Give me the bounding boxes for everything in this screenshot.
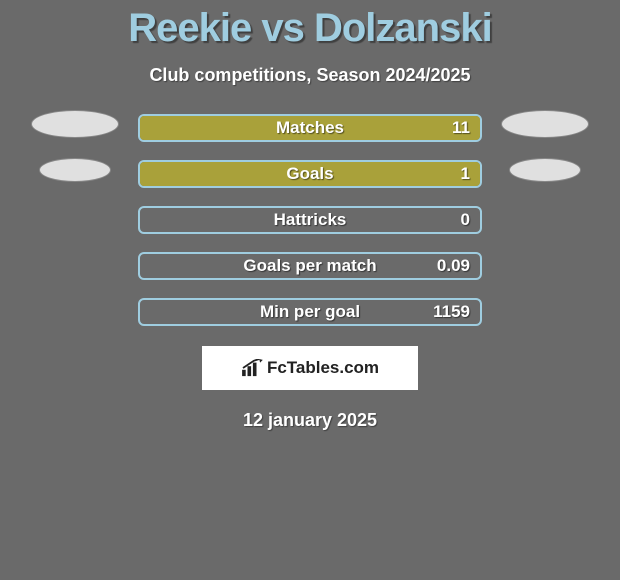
comparison-row: Matches 11 Goals 1 Hattricks 0 Goals per… <box>0 114 620 326</box>
page-title: Reekie vs Dolzanski <box>128 6 491 51</box>
date-text: 12 january 2025 <box>243 410 377 431</box>
chart-icon <box>241 359 263 377</box>
logo[interactable]: FcTables.com <box>202 346 418 390</box>
stat-bar-matches: Matches 11 <box>138 114 482 142</box>
stat-bar-min-per-goal: Min per goal 1159 <box>138 298 482 326</box>
bar-value: 0 <box>461 210 470 230</box>
left-avatars <box>30 110 120 182</box>
stat-bars: Matches 11 Goals 1 Hattricks 0 Goals per… <box>138 114 482 326</box>
avatar-placeholder <box>509 158 581 182</box>
bar-label: Goals per match <box>140 256 480 276</box>
bar-label: Min per goal <box>140 302 480 322</box>
right-avatars <box>500 110 590 182</box>
bar-value: 0.09 <box>437 256 470 276</box>
bar-fill <box>140 116 480 140</box>
logo-text: FcTables.com <box>267 358 379 378</box>
stat-bar-goals-per-match: Goals per match 0.09 <box>138 252 482 280</box>
avatar-placeholder <box>39 158 111 182</box>
bar-fill <box>140 162 480 186</box>
bar-value: 1159 <box>433 302 470 322</box>
avatar-placeholder <box>31 110 119 138</box>
stat-bar-goals: Goals 1 <box>138 160 482 188</box>
avatar-placeholder <box>501 110 589 138</box>
subtitle: Club competitions, Season 2024/2025 <box>149 65 470 86</box>
stat-bar-hattricks: Hattricks 0 <box>138 206 482 234</box>
bar-label: Hattricks <box>140 210 480 230</box>
